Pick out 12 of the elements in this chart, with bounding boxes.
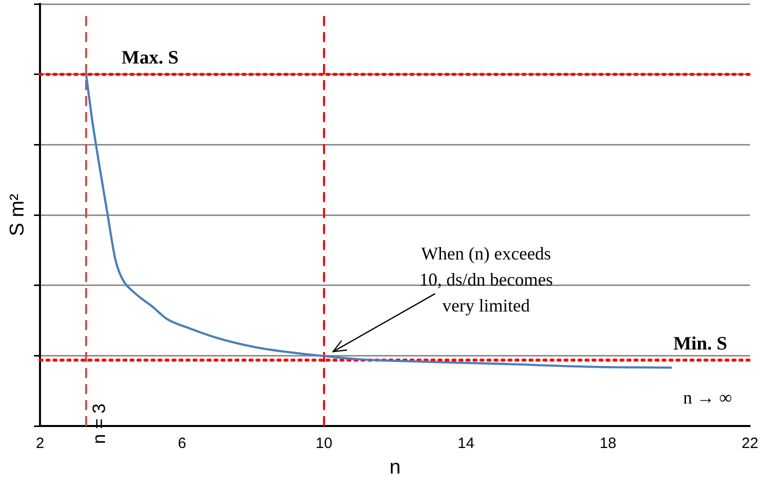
annotation: When (n) exceeds 10, ds/dn becomes very limited [419, 243, 553, 316]
x-tick-label: 18 [600, 435, 616, 452]
annotation: Min. S [673, 333, 728, 354]
x-tick-label: 6 [178, 435, 186, 452]
x-axis-title: n [389, 456, 401, 479]
annotation: n → ∞ [683, 388, 732, 408]
annotation: Max. S [122, 48, 179, 69]
x-tick-label: 10 [316, 435, 332, 452]
x-tick-label: 22 [742, 435, 758, 452]
x-tick-label: 2 [36, 435, 44, 452]
x-tick-label: 14 [458, 435, 474, 452]
y-axis-title: S m² [6, 194, 29, 236]
